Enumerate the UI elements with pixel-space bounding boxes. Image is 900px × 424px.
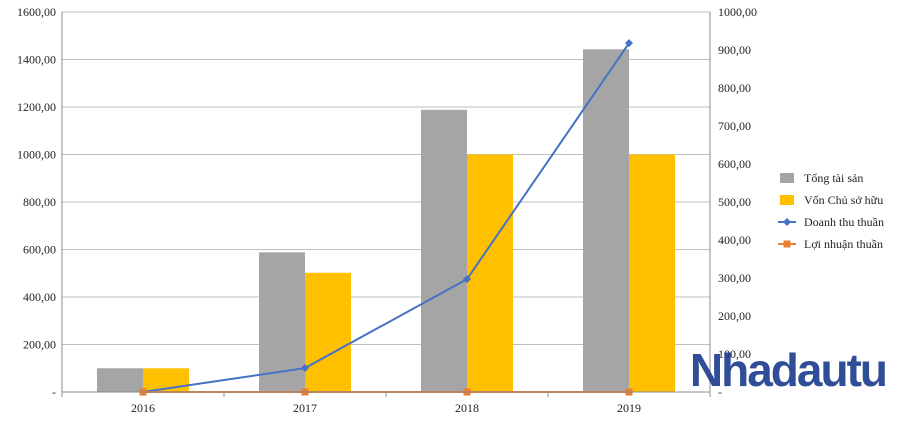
x-tick-label: 2018 — [455, 401, 479, 415]
y-right-tick-label: 700,00 — [718, 119, 751, 133]
legend-label: Lợi nhuận thuần — [804, 237, 883, 251]
bar-tổng-tài-sản — [583, 49, 629, 392]
legend-label: Vốn Chủ sở hữu — [804, 193, 883, 207]
y-right-tick-label: 200,00 — [718, 309, 751, 323]
lines-layer — [139, 39, 633, 396]
line-point — [463, 275, 471, 284]
y-right-tick-label: 300,00 — [718, 271, 751, 285]
bar-vốn-chủ-sở-hữu — [629, 154, 675, 392]
y-left-tick-label: 1400,00 — [17, 53, 56, 67]
bar-vốn-chủ-sở-hữu — [467, 154, 513, 392]
bar-tổng-tài-sản — [97, 368, 143, 392]
y-left-tick-label: 200,00 — [23, 338, 56, 352]
axes-layer: - 200,00 400,00 600,00 800,00 1000,00 1200,00 1… — [17, 5, 757, 415]
y-left-tick-label: 600,00 — [23, 243, 56, 257]
y-right-tick-label: 100,00 — [718, 347, 751, 361]
bar-vốn-chủ-sở-hữu — [305, 272, 351, 392]
x-tick-label: 2017 — [293, 401, 317, 415]
legend: Tổng tài sản Vốn Chủ sở hữu Doanh thu thuầ… — [778, 171, 884, 251]
legend-swatch — [780, 195, 794, 205]
y-left-tick-label: 1000,00 — [17, 148, 56, 162]
legend-marker — [783, 240, 791, 248]
x-tick-label: 2016 — [131, 401, 155, 415]
y-left-tick-label: 1200,00 — [17, 100, 56, 114]
line-point — [301, 364, 309, 373]
y-left-tick-label: - — [52, 385, 56, 399]
line-series — [142, 42, 630, 393]
y-right-tick-label: 400,00 — [718, 233, 751, 247]
y-right-tick-label: 500,00 — [718, 195, 751, 209]
y-right-tick-label: 1000,00 — [718, 5, 757, 19]
line-point — [625, 39, 633, 48]
legend-label: Tổng tài sản — [804, 171, 863, 185]
bar-tổng-tài-sản — [421, 109, 467, 392]
y-right-tick-label: 800,00 — [718, 81, 751, 95]
watermark-logo: Nhadautu — [689, 344, 888, 396]
legend-swatch — [780, 173, 794, 183]
y-right-tick-label: 900,00 — [718, 43, 751, 57]
x-tick-label: 2019 — [617, 401, 641, 415]
grid-layer — [62, 11, 710, 393]
y-left-tick-label: 800,00 — [23, 195, 56, 209]
y-right-tick-label: 600,00 — [718, 157, 751, 171]
legend-marker — [783, 218, 791, 226]
y-left-tick-label: 400,00 — [23, 290, 56, 304]
y-right-tick-label: - — [718, 385, 722, 399]
legend-label: Doanh thu thuần — [804, 215, 884, 229]
y-left-tick-label: 1600,00 — [17, 5, 56, 19]
